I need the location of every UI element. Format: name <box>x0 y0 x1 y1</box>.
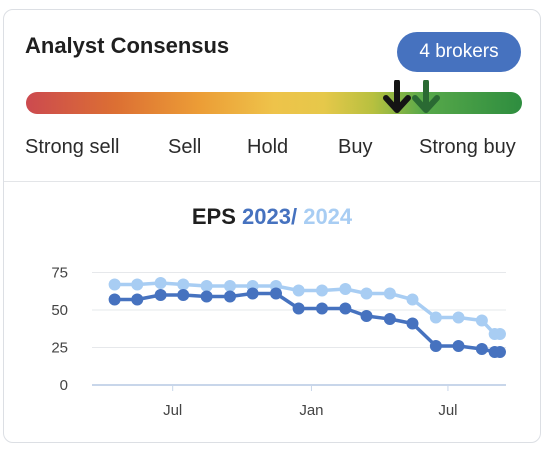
eps-year-2024-toggle[interactable]: 2024 <box>303 204 353 229</box>
data-point-2023 <box>154 289 167 301</box>
scale-label-sell: Sell <box>168 136 202 158</box>
eps-year-separator: / <box>290 204 298 229</box>
consensus-gradient-bar <box>26 92 522 114</box>
eps-chart-title: EPS 2023/ 2024 <box>4 204 540 230</box>
card-title: Analyst Consensus <box>25 33 230 58</box>
data-point-2024 <box>429 311 442 324</box>
data-point-2024 <box>316 284 328 297</box>
data-point-2023 <box>493 346 506 358</box>
y-tick-label: 50 <box>51 302 68 319</box>
x-tick-label: Jul <box>163 402 182 419</box>
x-tick-label: Jul <box>438 402 457 419</box>
data-point-2023 <box>177 289 190 301</box>
data-point-2024 <box>383 287 396 300</box>
data-point-2024 <box>339 283 352 295</box>
data-point-2023 <box>131 293 144 306</box>
data-point-2024 <box>292 284 305 297</box>
data-point-2023 <box>246 287 259 300</box>
data-point-2024 <box>224 280 236 292</box>
scale-label-strong-buy: Strong buy <box>419 136 516 158</box>
data-point-2024 <box>108 278 121 291</box>
scale-label-buy: Buy <box>338 136 373 158</box>
data-point-2024 <box>406 293 419 306</box>
data-point-2023 <box>406 317 419 330</box>
data-point-2023 <box>200 290 213 303</box>
eps-year-2023-toggle[interactable]: 2023 <box>242 204 291 229</box>
data-point-2024 <box>177 278 190 291</box>
data-point-2023 <box>224 290 236 303</box>
y-tick-label: 25 <box>51 340 68 357</box>
data-point-2024 <box>154 277 167 289</box>
data-point-2024 <box>360 287 373 300</box>
y-tick-label: 75 <box>51 265 68 282</box>
brokers-badge[interactable]: 4 brokers <box>397 32 521 72</box>
data-point-2023 <box>339 302 352 315</box>
scale-label-hold: Hold <box>247 136 289 158</box>
data-point-2023 <box>383 313 396 325</box>
data-point-2024 <box>493 328 506 340</box>
y-tick-label: 0 <box>60 377 68 394</box>
data-point-2024 <box>452 311 465 324</box>
data-point-2023 <box>292 302 305 315</box>
data-point-2023 <box>270 287 282 300</box>
series-line-2023 <box>114 291 500 354</box>
eps-line-chart: 0 25 50 75 Jul Jan Jul <box>51 265 506 419</box>
data-point-2023 <box>316 302 328 315</box>
current-consensus-arrow-icon <box>383 80 411 113</box>
eps-label: EPS <box>191 204 236 229</box>
data-point-2023 <box>429 340 442 352</box>
data-point-2023 <box>360 310 373 322</box>
data-point-2024 <box>200 280 213 292</box>
data-point-2024 <box>475 314 488 327</box>
x-tick-label: Jan <box>299 402 323 419</box>
section-divider <box>4 181 540 182</box>
data-point-2023 <box>475 343 488 355</box>
previous-consensus-arrow-icon <box>412 80 440 113</box>
data-point-2023 <box>452 340 465 352</box>
scale-label-strong-sell: Strong sell <box>25 136 120 158</box>
analyst-consensus-card: Analyst Consensus 4 brokers Strong sell … <box>3 9 541 443</box>
data-point-2024 <box>131 278 144 291</box>
data-point-2023 <box>108 293 121 306</box>
